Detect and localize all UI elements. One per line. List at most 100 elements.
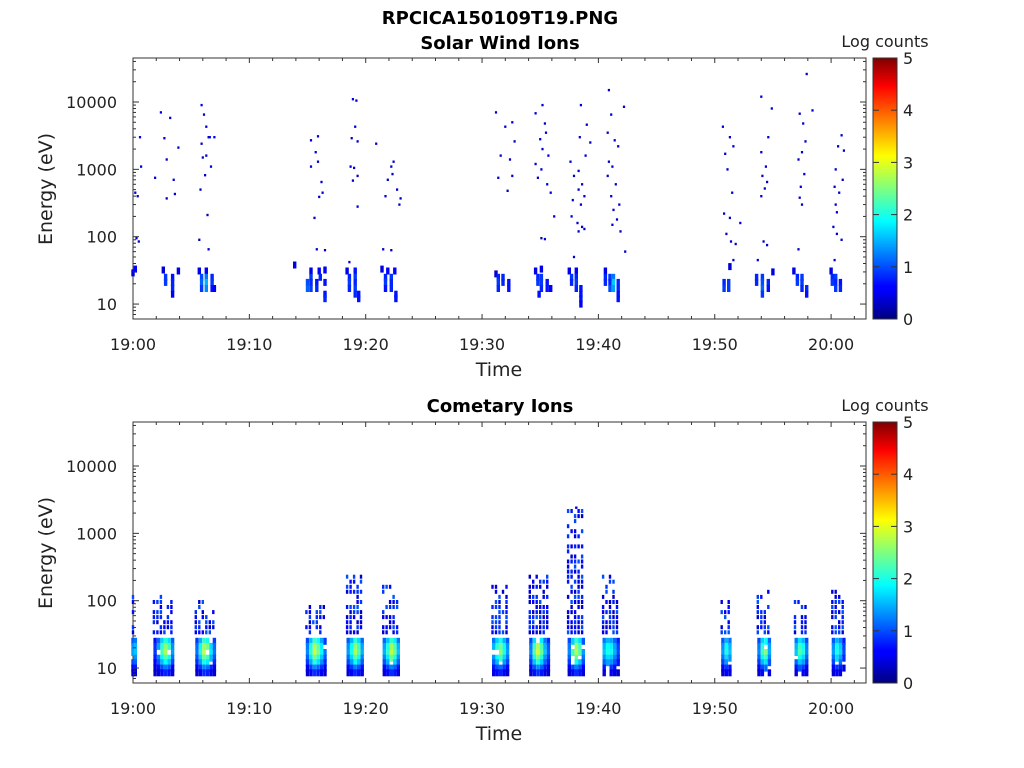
data-cell — [543, 237, 546, 241]
data-cell — [137, 240, 140, 243]
data-cell — [569, 278, 574, 286]
data-cell — [567, 637, 571, 645]
data-cell — [315, 610, 318, 615]
data-cell — [390, 249, 393, 252]
data-cell — [570, 544, 573, 549]
data-cell — [315, 615, 318, 620]
data-cell — [794, 664, 798, 672]
data-cell — [345, 615, 349, 620]
data-cell — [535, 615, 538, 620]
data-cell — [793, 600, 797, 604]
data-cell — [398, 203, 401, 206]
data-cell — [831, 615, 834, 620]
data-cell — [580, 509, 584, 513]
data-cell — [492, 642, 496, 650]
data-cell — [566, 625, 570, 630]
data-cell — [495, 664, 499, 672]
data-cell — [156, 600, 159, 604]
data-cell — [764, 659, 768, 667]
data-cell — [352, 615, 356, 620]
data-cell — [170, 664, 175, 672]
data-cell — [720, 625, 723, 630]
data-cell — [382, 664, 386, 672]
data-cell — [359, 579, 363, 584]
data-cell — [757, 669, 761, 677]
data-cell — [499, 642, 503, 650]
data-cell — [353, 654, 357, 662]
data-cell — [492, 654, 496, 662]
data-cell — [309, 637, 313, 645]
data-cell — [156, 615, 159, 620]
data-cell — [544, 131, 548, 134]
data-cell — [798, 637, 802, 645]
data-cell — [834, 625, 837, 630]
data-cell — [201, 615, 204, 620]
data-cell — [389, 273, 393, 281]
data-cell — [767, 637, 772, 645]
data-cell — [312, 669, 317, 677]
data-cell — [212, 625, 215, 630]
data-cell — [305, 664, 310, 672]
data-cell — [756, 610, 759, 615]
data-cell — [573, 589, 577, 594]
data-cell — [615, 620, 619, 625]
data-cell — [546, 654, 551, 662]
data-cell — [205, 664, 210, 672]
data-cell — [163, 273, 168, 281]
data-cell — [170, 290, 175, 298]
data-cell — [393, 637, 397, 645]
data-cell — [573, 615, 577, 620]
data-cell — [319, 664, 324, 672]
data-cell — [386, 267, 390, 275]
data-cell — [494, 584, 498, 589]
data-cell — [535, 594, 538, 599]
colorbar-label: Log counts — [841, 396, 928, 415]
data-cell — [532, 600, 535, 604]
data-cell — [505, 654, 510, 662]
data-cell — [724, 630, 727, 635]
data-cell — [505, 630, 508, 635]
data-cell — [323, 290, 327, 298]
colorbar-tick-label: 2 — [903, 570, 913, 589]
data-cell — [170, 285, 175, 292]
data-cell — [532, 610, 535, 615]
data-cell — [793, 615, 797, 620]
data-cell — [534, 112, 537, 115]
data-cell — [350, 642, 354, 650]
data-cell — [542, 579, 545, 584]
data-cell — [601, 630, 605, 635]
data-cell — [172, 178, 175, 181]
data-cell — [543, 664, 547, 672]
data-cell — [611, 285, 616, 292]
data-cell — [800, 620, 804, 625]
data-cell — [353, 637, 357, 645]
data-cell — [170, 600, 173, 604]
data-cell — [392, 160, 395, 163]
data-cell — [352, 574, 356, 579]
data-cell — [838, 625, 841, 630]
data-cell — [152, 620, 156, 625]
data-cell — [492, 664, 496, 672]
data-cell — [353, 664, 357, 672]
data-cell — [532, 584, 535, 589]
data-cell — [570, 620, 573, 625]
data-cell — [357, 290, 361, 298]
data-cell — [505, 615, 508, 620]
data-cell — [496, 278, 500, 286]
data-cell — [574, 649, 578, 656]
data-cell — [760, 285, 765, 292]
data-cell — [608, 605, 612, 609]
data-cell — [345, 574, 349, 579]
data-cell — [800, 630, 804, 635]
data-cell — [770, 107, 773, 110]
data-cell — [316, 135, 320, 138]
data-cell — [602, 649, 606, 656]
data-cell — [546, 620, 549, 625]
data-cell — [569, 273, 574, 281]
data-cell — [728, 637, 732, 645]
data-cell — [353, 642, 357, 650]
data-cell — [153, 642, 157, 650]
data-cell — [160, 637, 164, 645]
data-cell — [605, 630, 608, 635]
